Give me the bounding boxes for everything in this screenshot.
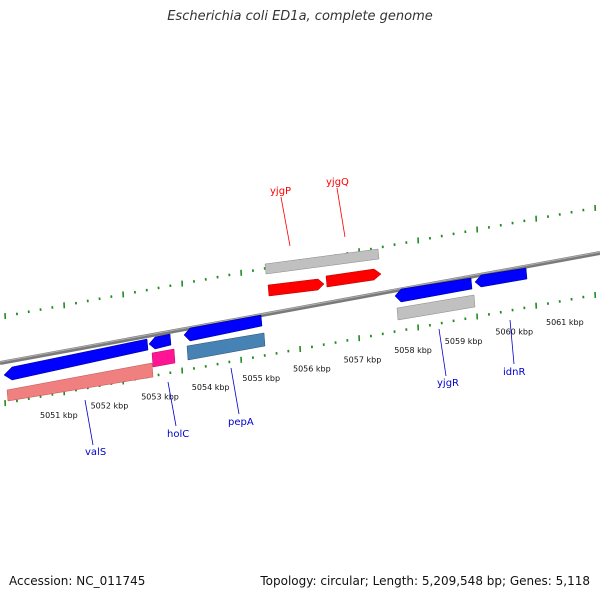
gene-label-yjgQ[interactable]: yjgQ xyxy=(326,177,349,188)
scale-label: 5057 kbp xyxy=(344,355,382,364)
scale-label: 5052 kbp xyxy=(91,402,129,411)
gene-label-yjgP[interactable]: yjgP xyxy=(270,186,291,197)
label-leaders xyxy=(84,187,515,446)
yjgQ-leader xyxy=(336,187,346,238)
yjgP-leader xyxy=(280,196,291,247)
scale-label: 5056 kbp xyxy=(293,365,331,374)
valS-cds-arrow[interactable] xyxy=(3,338,149,381)
scale-label: 5060 kbp xyxy=(495,328,533,337)
reverse-track xyxy=(3,267,528,402)
scale-label: 5054 kbp xyxy=(192,383,230,392)
pepA-selected-bar[interactable] xyxy=(186,332,266,361)
valS-leader xyxy=(84,399,94,446)
genome-backbone-highlight xyxy=(0,251,600,363)
idnR-leader xyxy=(509,319,515,365)
scale-label: 5061 kbp xyxy=(546,318,584,327)
holC-cds-arrow[interactable] xyxy=(148,333,172,350)
yjgP-pseudo-bar[interactable] xyxy=(264,248,380,275)
forward-track xyxy=(264,248,382,297)
holC-leader xyxy=(167,381,177,427)
scale-label: 5055 kbp xyxy=(242,374,280,383)
yjgR-leader xyxy=(438,328,447,377)
gene-label-idnR[interactable]: idnR xyxy=(503,367,525,378)
genome-title: Escherichia coli ED1a, complete genome xyxy=(167,9,433,24)
scale-label: 5058 kbp xyxy=(394,346,432,355)
pepA-leader xyxy=(230,367,240,415)
pepA-cds-arrow[interactable] xyxy=(183,314,263,342)
gene-label-holC[interactable]: holC xyxy=(167,429,189,440)
scale-label: 5051 kbp xyxy=(40,411,78,420)
genome-backbone xyxy=(0,251,600,365)
yjgQ-cds-arrow[interactable] xyxy=(325,268,382,288)
yjgP-cds-arrow[interactable] xyxy=(267,278,325,297)
upper-tick-track xyxy=(4,204,597,320)
scale-label: 5053 kbp xyxy=(141,392,179,401)
gene-labels: yjgP yjgQ valS holC pepA yjgR idnR xyxy=(85,177,525,458)
scale-label: 5059 kbp xyxy=(445,337,483,346)
idnR-cds-arrow[interactable] xyxy=(474,267,528,288)
gene-label-pepA[interactable]: pepA xyxy=(228,417,254,428)
gene-label-valS[interactable]: valS xyxy=(85,447,106,458)
valS-rna-bar[interactable] xyxy=(6,362,154,402)
gene-label-yjgR[interactable]: yjgR xyxy=(437,378,459,389)
yjgR-cds-arrow[interactable] xyxy=(394,277,473,303)
topology-label: Topology: circular; Length: 5,209,548 bp… xyxy=(260,574,590,588)
holC-highlight-bar[interactable] xyxy=(151,348,176,368)
scale-labels: 5051 kbp 5052 kbp 5053 kbp 5054 kbp 5055 kbp… xyxy=(40,318,584,420)
yjgR-pseudo-bar[interactable] xyxy=(396,294,476,321)
accession-label: Accession: NC_011745 xyxy=(9,574,146,588)
